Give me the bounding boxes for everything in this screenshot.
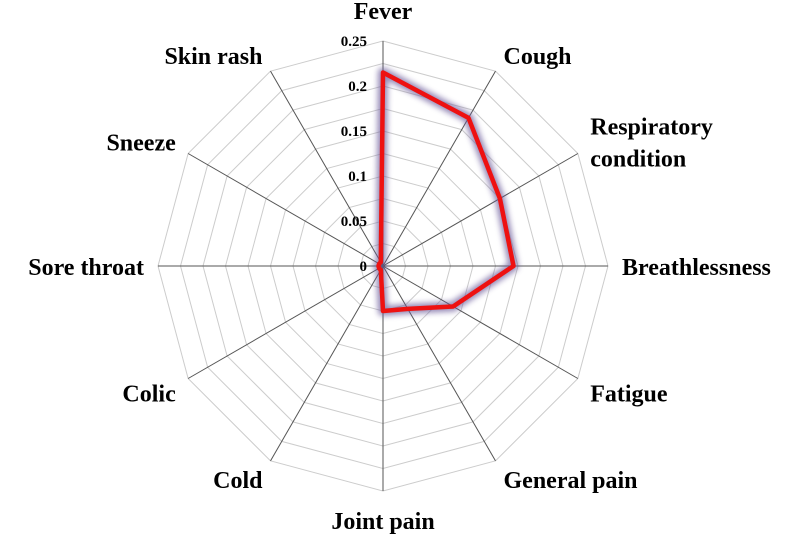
- tick-label: 0.05: [341, 214, 367, 230]
- label-fever: Fever: [354, 0, 413, 25]
- spoke-cough: [382, 70, 496, 267]
- label-respiratory-condition: Respiratory condition: [590, 115, 713, 173]
- label-fatigue: Fatigue: [590, 382, 668, 408]
- spoke-respiratory-condition: [382, 153, 579, 267]
- tick-label: 0.1: [348, 169, 367, 185]
- label-cold: Cold: [213, 468, 263, 494]
- spoke-skin-rash: [270, 70, 384, 267]
- series-line: [376, 70, 516, 314]
- label-breathlessness: Breathlessness: [622, 255, 771, 281]
- label-sore-throat: Sore throat: [28, 255, 144, 281]
- spoke-colic: [187, 265, 384, 379]
- spoke-sneeze: [187, 153, 384, 267]
- label-joint-pain: Joint pain: [331, 509, 434, 535]
- tick-label: 0.2: [348, 79, 367, 95]
- label-skin-rash: Skin rash: [164, 44, 262, 70]
- tick-label: 0.15: [341, 124, 367, 140]
- radar-tick-labels: 0 0.05 0.1 0.15 0.2 0.25: [341, 34, 367, 275]
- spoke-cold: [270, 265, 384, 462]
- tick-label: 0.25: [341, 34, 367, 50]
- spoke-general-pain: [382, 265, 496, 462]
- spoke-fatigue: [382, 265, 579, 379]
- label-general-pain: General pain: [504, 468, 638, 494]
- radar-category-labels: Fever Cough Respiratory condition Breathless…: [28, 0, 771, 535]
- label-cough: Cough: [504, 44, 572, 70]
- radar-series: [373, 67, 519, 316]
- tick-label: 0: [360, 259, 368, 275]
- label-colic: Colic: [122, 382, 176, 408]
- label-sneeze: Sneeze: [106, 131, 176, 157]
